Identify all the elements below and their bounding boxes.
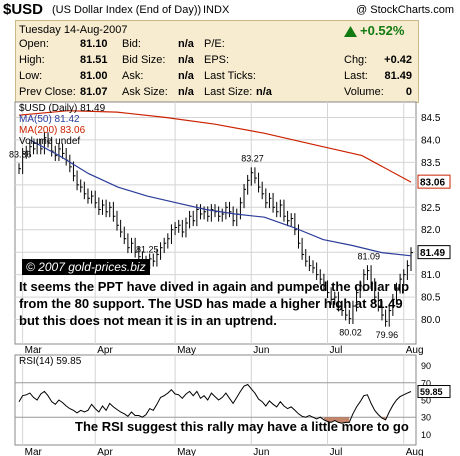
prev-close-label: Prev Close:	[19, 86, 76, 98]
rsi-month-label: Apr	[97, 447, 113, 456]
rsi-line	[18, 383, 412, 424]
rsi-last-tag: 59.85	[420, 387, 443, 397]
rsi-month-label: Jul	[330, 447, 343, 456]
last-label: Last:	[344, 70, 368, 82]
up-arrow-icon	[344, 26, 357, 37]
bid-label: Bid:	[122, 38, 141, 50]
legend-price: $USD (Daily) 81.49	[19, 103, 106, 114]
rsi-last-tag-box	[417, 385, 451, 399]
rsi-month-label: Aug	[406, 447, 424, 456]
rsi-y-tick-label: 70	[421, 378, 431, 388]
month-label: Jul	[330, 345, 343, 356]
price-y-tick-label: 82.5	[421, 203, 441, 214]
ask-value: n/a	[178, 70, 194, 82]
price-last-tag-box	[417, 245, 451, 260]
pe-label: P/E:	[204, 38, 225, 50]
ask-label: Ask:	[122, 70, 144, 82]
low-value: 81.00	[80, 70, 108, 82]
price-last-tag: 81.49	[420, 248, 445, 259]
price-y-tick-label: 80.5	[421, 293, 441, 304]
high-value: 81.51	[80, 54, 108, 66]
month-label: Jun	[253, 345, 269, 356]
ask-size-label: Ask Size:	[122, 86, 168, 98]
chg-value: +0.42	[384, 54, 412, 66]
rsi-y-tick-label: 50	[421, 396, 431, 406]
rsi-panel-frame	[14, 354, 417, 446]
price-panel-frame	[14, 101, 417, 345]
last-ticks-label: Last Ticks:	[204, 70, 256, 82]
open-value: 81.10	[80, 38, 108, 50]
month-label: Apr	[97, 345, 113, 356]
bid-size-value: n/a	[178, 54, 194, 66]
exchange: INDX	[203, 4, 230, 16]
chg-label: Chg:	[344, 54, 368, 66]
legend-ma200: MA(200) 83.06	[19, 125, 86, 136]
price-point-label: 81.09	[357, 252, 380, 262]
volume-value: 0	[405, 86, 412, 98]
rsi-month-label: May	[177, 447, 196, 456]
price-y-tick-label: 80.0	[421, 315, 441, 326]
rsi-y-tick-label: 30	[421, 413, 431, 423]
open-label: Open:	[19, 38, 49, 50]
ma50-line	[29, 139, 412, 257]
rsi-month-label: Mar	[25, 447, 43, 456]
ma200-last-tag-box	[417, 174, 451, 189]
month-label: Aug	[406, 345, 424, 356]
prev-close-value: 81.07	[80, 86, 108, 98]
last-size-value: n/a	[256, 86, 272, 98]
price-point-label: 83.36	[9, 150, 32, 160]
month-label: Mar	[25, 345, 43, 356]
price-y-tick-label: 83.5	[421, 158, 441, 169]
rsi-month-label: Jun	[253, 447, 269, 456]
price-y-tick-label: 84.0	[421, 135, 441, 146]
ma200-line	[18, 110, 412, 183]
rsi-commentary-text: The RSI suggest this rally may have a li…	[75, 419, 409, 434]
change-percent: +0.52%	[360, 23, 405, 38]
price-point-label: 79.96	[376, 330, 399, 340]
eps-label: EPS:	[204, 54, 230, 66]
symbol: $USD	[3, 1, 44, 18]
legend-ma50: MA(50) 81.42	[19, 114, 80, 125]
ask-size-value: n/a	[178, 86, 194, 98]
bid-value: n/a	[178, 38, 194, 50]
quote-panel: Tuesday 14-Aug-2007 Open: 81.10 High: 81…	[15, 20, 419, 103]
price-point-label: 81.25	[136, 244, 159, 254]
rsi-y-tick-label: 90	[421, 361, 431, 371]
high-label: High:	[19, 54, 45, 66]
volume-label: Volume:	[344, 86, 384, 98]
symbol-description: (US Dollar Index (End of Day))	[52, 4, 202, 16]
chart-labels: 80.080.581.081.582.082.583.083.584.084.5…	[9, 113, 451, 456]
last-value: 81.49	[384, 70, 412, 82]
price-y-tick-label: 81.0	[421, 270, 441, 281]
source-watermark: © 2007 gold-prices.biz	[22, 259, 150, 275]
bid-size-label: Bid Size:	[122, 54, 166, 66]
chart-series	[18, 110, 413, 424]
quote-date: Tuesday 14-Aug-2007	[19, 24, 128, 36]
legend-rsi: RSI(14) 59.85	[19, 356, 82, 367]
price-y-tick-label: 84.5	[421, 113, 441, 124]
price-y-tick-label: 82.0	[421, 225, 441, 236]
price-point-label: 83.27	[241, 154, 264, 164]
grid-lines	[15, 102, 416, 445]
month-label: May	[177, 345, 196, 356]
ma200-last-tag: 83.06	[420, 178, 445, 189]
copyright: @ StockCharts.com	[356, 4, 454, 16]
legend-volume: Volume undef	[19, 136, 80, 147]
low-label: Low:	[19, 70, 43, 82]
last-size-label: Last Size:	[204, 86, 253, 98]
rsi-y-tick-label: 10	[421, 430, 431, 440]
chart-header: $USD (US Dollar Index (End of Day)) INDX…	[0, 0, 460, 20]
commentary-text: It seems the PPT have dived in again and…	[19, 279, 410, 328]
price-point-label: 80.02	[339, 327, 362, 337]
